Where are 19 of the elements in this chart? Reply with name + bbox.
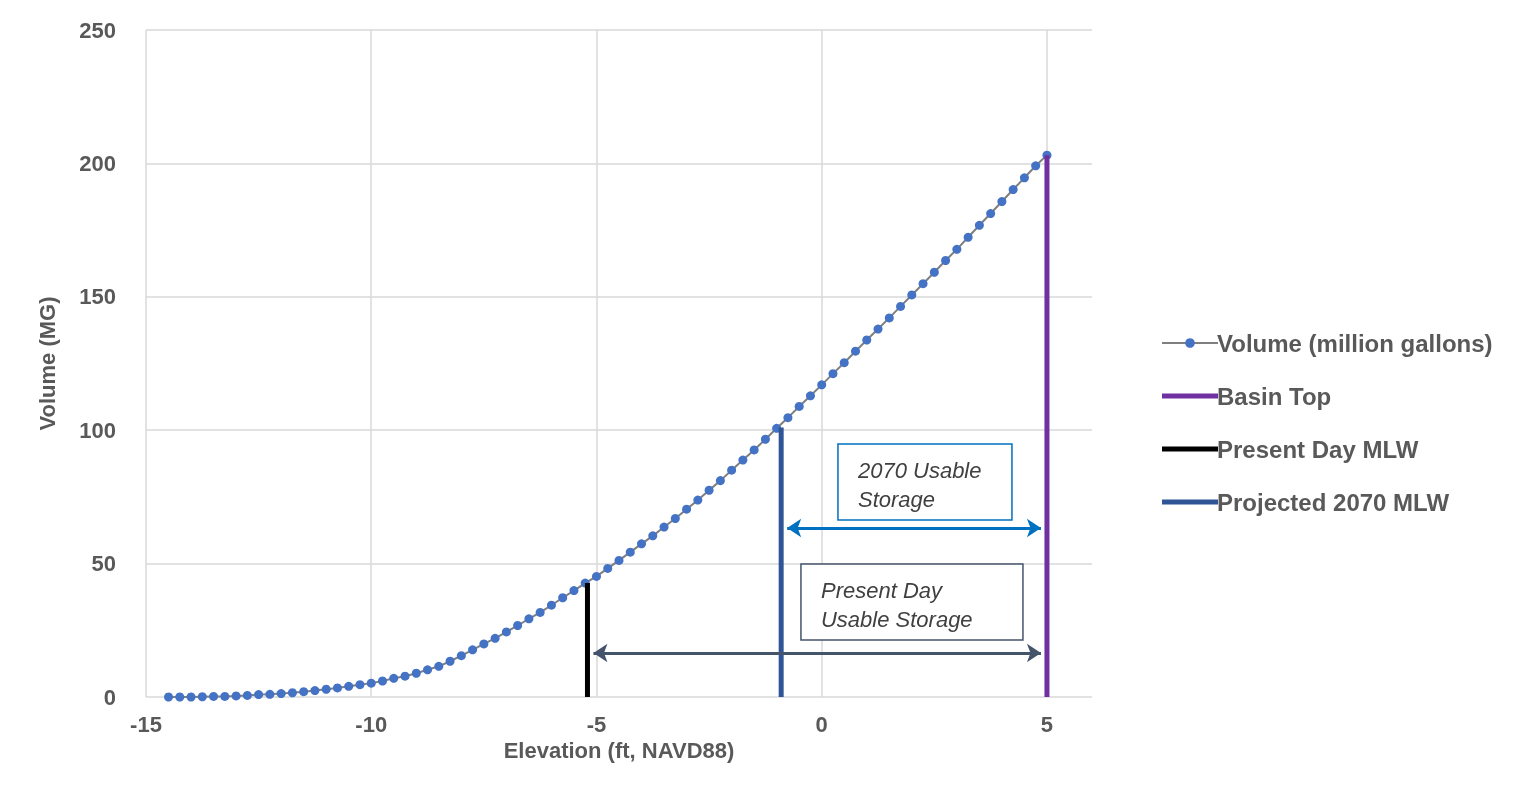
x-tick-label: -10 xyxy=(355,711,388,737)
x-tick-label: 5 xyxy=(1040,711,1054,737)
legend-label: Projected 2070 MLW xyxy=(1217,488,1450,516)
y-tick-label: 200 xyxy=(79,150,116,176)
x-tick-label: -5 xyxy=(586,711,607,737)
y-tick-label: 100 xyxy=(79,417,116,443)
y-axis-title: Volume (MG) xyxy=(34,296,60,431)
y-tick-label: 50 xyxy=(91,551,116,577)
y-tick-label: 0 xyxy=(103,684,116,710)
y-tick-label: 250 xyxy=(79,17,116,43)
legend-label: Basin Top xyxy=(1217,382,1332,410)
x-tick-label: 0 xyxy=(815,711,828,737)
x-axis-title: Elevation (ft, NAVD88) xyxy=(503,738,735,764)
annotation: 2070 Usable Storage xyxy=(856,458,982,512)
legend-label: Volume (million gallons) xyxy=(1217,329,1493,357)
x-tick-label: -15 xyxy=(130,711,162,737)
y-tick-label: 150 xyxy=(79,284,116,310)
annotation: Present Day Usable Storage xyxy=(820,578,973,632)
legend-label: Present Day MLW xyxy=(1217,435,1419,463)
